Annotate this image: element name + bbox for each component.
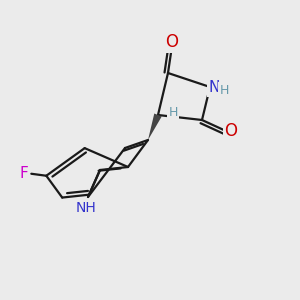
Text: O: O: [166, 33, 178, 51]
Polygon shape: [148, 113, 162, 140]
Text: F: F: [20, 166, 29, 181]
Text: N: N: [208, 80, 220, 95]
Text: H: H: [168, 106, 178, 118]
Text: H: H: [219, 83, 229, 97]
Text: NH: NH: [76, 201, 96, 215]
Text: O: O: [224, 122, 238, 140]
